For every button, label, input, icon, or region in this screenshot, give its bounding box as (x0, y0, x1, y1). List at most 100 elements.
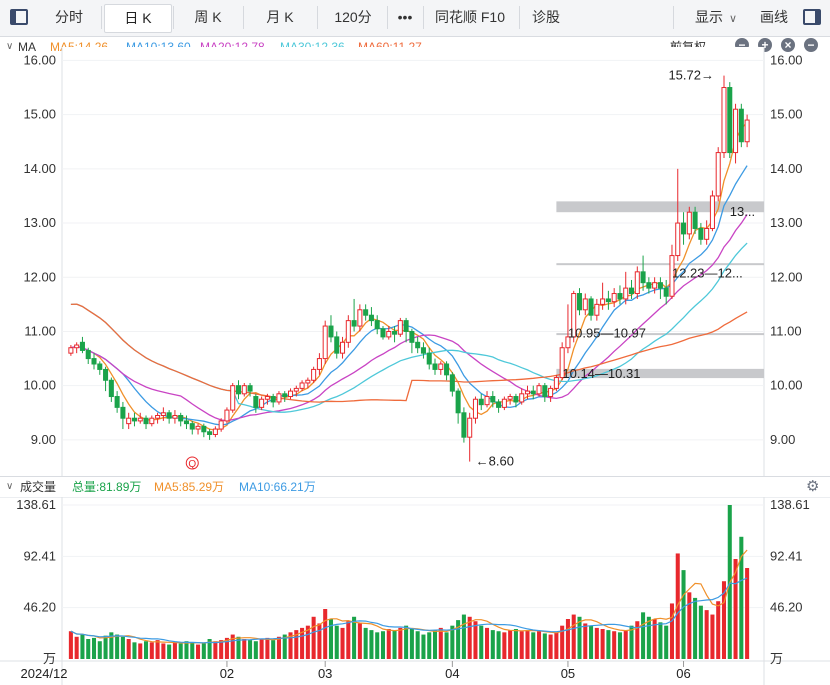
tab-3[interactable]: 月 K (266, 9, 294, 25)
candle-body (270, 396, 276, 403)
candle-body (178, 415, 184, 422)
candle-body (536, 385, 542, 395)
candle-body (137, 417, 143, 422)
candle-body (594, 303, 600, 316)
candle-body (681, 222, 687, 235)
volume-bar (103, 635, 108, 659)
tab-4[interactable]: 120分 (334, 9, 372, 25)
candle-body (386, 330, 392, 338)
price-annotation: 10.14—10.31 (562, 366, 640, 381)
volume-bar (172, 642, 177, 659)
candle-body (438, 363, 444, 370)
candle-body (114, 396, 120, 408)
volume-bar (658, 622, 663, 659)
volume-bar (380, 631, 386, 659)
volume-bar (652, 619, 657, 659)
candle-body (559, 347, 565, 379)
volume-bar (721, 581, 727, 659)
x-tick-label: 05 (561, 666, 575, 681)
candle-body (600, 298, 606, 305)
y-tick-label: 15.00 (23, 107, 56, 122)
tab-1[interactable]: 日 K (104, 4, 172, 33)
volume-bar (201, 643, 206, 659)
price-chart[interactable]: 16.00 16.00 15.00 15.00 14.00 14.00 13.00 13.00… (0, 47, 830, 477)
event-marker-label: Q (188, 459, 196, 470)
volume-bar (548, 634, 553, 659)
volume-bar (184, 641, 189, 659)
candle-body (160, 412, 166, 416)
candle-body (155, 415, 161, 419)
candle-body (218, 420, 224, 430)
volume-bar (525, 630, 530, 659)
gear-icon[interactable]: ⚙ (806, 478, 820, 495)
volume-bar (693, 597, 698, 659)
y-tick-label-right: 14.00 (770, 161, 803, 176)
volume-bar (513, 629, 518, 659)
volume-bar (398, 627, 403, 659)
candle-body (340, 341, 346, 354)
candle-body (686, 211, 692, 235)
y-tick-label: 13.00 (23, 215, 56, 230)
volume-bar (716, 601, 721, 659)
candle-body (195, 425, 201, 430)
close-icon[interactable]: × (781, 38, 795, 52)
volume-bar (248, 640, 253, 659)
sidebar-left-icon[interactable] (10, 9, 28, 25)
volume-bar (641, 612, 646, 659)
tab-2[interactable]: 周 K (194, 9, 222, 25)
candle-body (478, 398, 484, 406)
candle-body (235, 385, 242, 395)
volume-bar (554, 632, 559, 659)
y-tick-label-right: 12.00 (770, 269, 803, 284)
candle-body (189, 423, 195, 430)
candle-body (183, 420, 190, 425)
volume-bar (328, 619, 333, 659)
candle-body (415, 341, 421, 349)
tab-6[interactable]: 同花顺 F10 (434, 9, 505, 25)
sidebar-right-icon[interactable] (803, 9, 821, 25)
volume-bar (392, 630, 397, 659)
candle-body (253, 396, 259, 408)
candle-body (704, 227, 710, 240)
volume-bar (427, 632, 432, 659)
chevron-down-icon[interactable]: ∨ (6, 481, 14, 492)
volume-bar (219, 640, 224, 659)
tab-divider (317, 6, 318, 29)
display-menu[interactable]: 显示 ∨ (680, 4, 752, 31)
volume-bar (710, 614, 715, 659)
candle-body (305, 379, 311, 384)
chevron-down-icon[interactable]: ∨ (6, 41, 14, 52)
volume-bar (537, 631, 542, 659)
tab-divider (101, 6, 102, 29)
divider (673, 6, 674, 29)
tab-5[interactable]: ••• (397, 9, 413, 25)
volume-bar (74, 636, 79, 659)
volume-bar (363, 627, 368, 659)
volume-bar (178, 643, 183, 659)
draw-line-button[interactable]: 画线 (760, 9, 788, 25)
volume-bar (230, 634, 235, 659)
candle-body (345, 320, 351, 343)
candle-body (380, 328, 386, 338)
remove-indicator-icon[interactable]: − (804, 38, 818, 52)
gap-band (556, 201, 764, 213)
candle-body (322, 325, 328, 360)
volume-ma5: MA5:85.29万 (154, 480, 225, 494)
volume-ma5-line (70, 549, 748, 644)
tab-7[interactable]: 诊股 (532, 9, 560, 25)
candle-body (172, 415, 178, 419)
candle-body (548, 387, 554, 398)
tab-0[interactable]: 分时 (55, 9, 83, 25)
volume-bar (635, 621, 640, 659)
volume-ma10: MA10:66.21万 (239, 480, 316, 494)
volume-bar (305, 625, 310, 659)
candle-body (444, 363, 450, 376)
volume-bar (276, 636, 281, 659)
volume-bar (253, 641, 258, 659)
candle-body (501, 398, 507, 408)
volume-total: 总量:81.89万 (72, 480, 142, 494)
volume-bar (161, 643, 166, 659)
tab-divider (519, 6, 520, 29)
candle-body (201, 425, 207, 433)
